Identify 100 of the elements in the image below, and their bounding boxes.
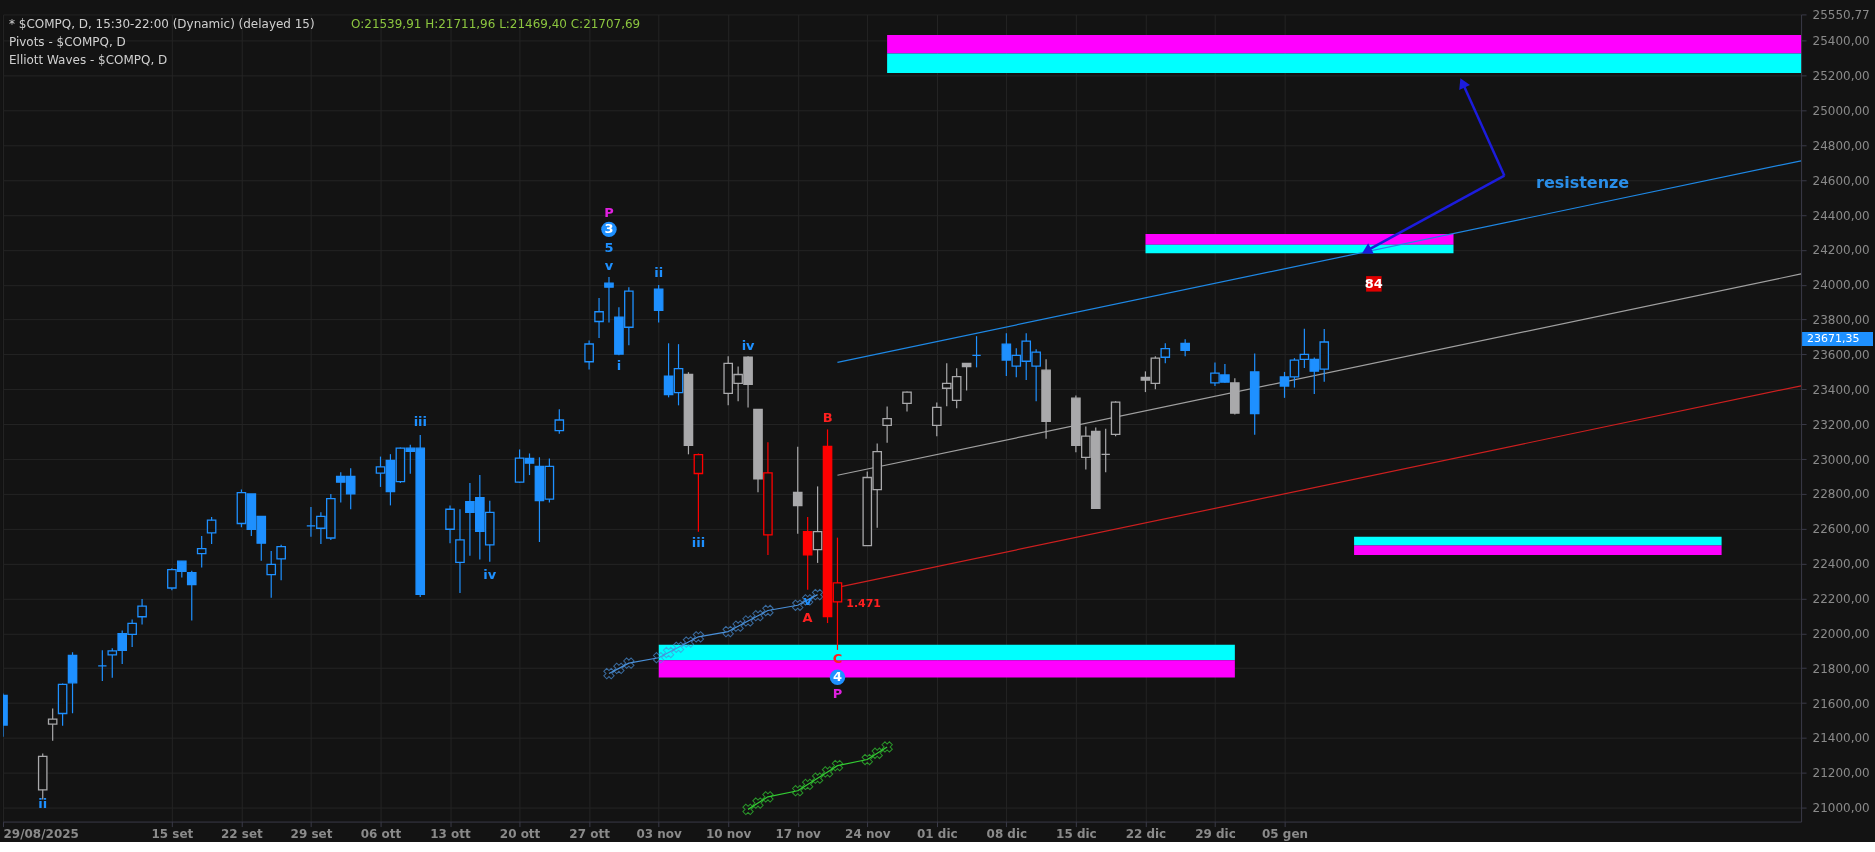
x-tick-label: 22 set bbox=[221, 827, 264, 842]
point bbox=[811, 772, 824, 784]
candlestick bbox=[455, 508, 465, 594]
point bbox=[672, 641, 685, 653]
point bbox=[752, 797, 764, 809]
point bbox=[762, 791, 774, 803]
point bbox=[821, 766, 834, 778]
annotation: iii bbox=[413, 414, 427, 430]
candlestick bbox=[137, 598, 147, 626]
y-tick-label: 24000,00 bbox=[1812, 278, 1870, 293]
candlestick bbox=[186, 570, 197, 622]
point bbox=[762, 604, 774, 617]
point bbox=[623, 657, 635, 669]
annotation: 3 bbox=[604, 221, 614, 237]
y-tick-label: 24800,00 bbox=[1812, 138, 1870, 153]
y-tick-label: 21600,00 bbox=[1812, 696, 1870, 711]
y-tick-label: 25550,77 bbox=[1812, 7, 1870, 22]
candlestick bbox=[812, 485, 823, 564]
annotation: i bbox=[616, 357, 622, 373]
candlestick bbox=[653, 284, 664, 323]
annotation: 1.471 bbox=[846, 596, 881, 610]
y-tick-label: 24400,00 bbox=[1812, 208, 1870, 223]
y-tick-label: 21400,00 bbox=[1812, 731, 1870, 746]
y-tick-label: 22200,00 bbox=[1812, 591, 1870, 606]
candlestick bbox=[882, 405, 892, 444]
candlestick bbox=[554, 408, 565, 435]
point bbox=[692, 631, 705, 643]
candlestick bbox=[902, 390, 912, 413]
y-tick-label: 21200,00 bbox=[1812, 766, 1870, 781]
x-tick-label: 22 dic bbox=[1125, 827, 1167, 842]
y-tick-label: 25000,00 bbox=[1812, 103, 1870, 118]
x-tick-label: 15 dic bbox=[1056, 827, 1097, 842]
point bbox=[603, 667, 615, 680]
y-tick-label: 23600,00 bbox=[1812, 347, 1870, 362]
annotation: Pivots - $COMPQ, D bbox=[8, 35, 126, 50]
point bbox=[682, 636, 695, 648]
x-tick-label: 29 dic bbox=[1195, 827, 1236, 842]
candlestick bbox=[931, 401, 942, 437]
y-tick-label: 23800,00 bbox=[1812, 313, 1870, 328]
candlestick bbox=[792, 446, 803, 535]
annotation: v bbox=[604, 258, 614, 274]
candlestick bbox=[196, 535, 207, 569]
point bbox=[732, 620, 744, 632]
text: 23671,35 bbox=[1807, 331, 1860, 345]
point bbox=[722, 625, 734, 638]
annotation: iii bbox=[691, 535, 706, 551]
candlestick bbox=[47, 707, 58, 742]
annotation: B bbox=[822, 409, 833, 425]
point bbox=[792, 599, 804, 611]
y-tick-label: 22800,00 bbox=[1812, 487, 1870, 502]
annotation: P bbox=[604, 205, 614, 221]
point bbox=[662, 646, 675, 659]
annotation: 5 bbox=[604, 239, 614, 255]
annotation: ii bbox=[38, 795, 48, 811]
annotation: ii bbox=[654, 265, 664, 281]
annotation: 4 bbox=[832, 669, 842, 685]
y-tick-label: 25400,00 bbox=[1812, 34, 1870, 49]
point bbox=[871, 747, 883, 759]
annotation: Elliott Waves - $COMPQ, D bbox=[8, 53, 168, 68]
x-tick-label: 15 set bbox=[151, 827, 194, 842]
point bbox=[801, 778, 814, 791]
y-tick-label: 23400,00 bbox=[1812, 382, 1870, 397]
y-tick-label: 21000,00 bbox=[1812, 801, 1870, 816]
candlestick bbox=[276, 544, 286, 581]
candlestick bbox=[266, 550, 277, 599]
x-tick-label: 24 nov bbox=[845, 827, 891, 842]
point bbox=[652, 652, 665, 664]
point bbox=[752, 610, 764, 622]
candlestick bbox=[206, 516, 217, 545]
candlestick bbox=[693, 452, 704, 533]
annotation: P bbox=[832, 686, 843, 702]
x-tick-label: 03 nov bbox=[636, 827, 683, 842]
annotation: iv bbox=[483, 566, 497, 582]
point bbox=[811, 588, 824, 601]
point bbox=[742, 615, 754, 627]
x-tick-label: 29 set bbox=[290, 827, 333, 842]
annotation: iv bbox=[741, 338, 756, 354]
x-tick-label: 06 ott bbox=[360, 827, 402, 842]
x-tick-label: 17 nov bbox=[775, 827, 822, 842]
candlestick bbox=[584, 339, 594, 371]
x-tick-label: 01 dic bbox=[917, 827, 958, 842]
point bbox=[742, 803, 754, 816]
chart-title: * $COMPQ, D, 15:30-22:00 (Dynamic) (delayed 15) bbox=[8, 17, 315, 32]
x-tick-label: 20 ott bbox=[499, 827, 541, 842]
point bbox=[881, 741, 893, 753]
x-tick-label: 29/08/2025 bbox=[3, 827, 79, 842]
x-tick-label: 27 ott bbox=[569, 827, 611, 842]
y-tick-label: 24200,00 bbox=[1812, 243, 1870, 258]
x-tick-label: 08 dic bbox=[986, 827, 1028, 842]
x-tick-label: 10 nov bbox=[706, 827, 752, 842]
y-tick-label: 23200,00 bbox=[1812, 417, 1870, 432]
annotation: A bbox=[802, 610, 813, 626]
y-tick-label: 22000,00 bbox=[1812, 626, 1870, 641]
chart-subtitle: O:21539,91 H:21711,96 L:21469,40 C:21707,69 bbox=[351, 17, 641, 32]
point bbox=[831, 759, 844, 772]
y-tick-label: 24600,00 bbox=[1812, 173, 1870, 188]
x-tick-label: 13 ott bbox=[430, 827, 472, 842]
point bbox=[861, 753, 873, 766]
annotation: resistenze bbox=[1536, 173, 1630, 193]
candlestick bbox=[604, 276, 614, 323]
